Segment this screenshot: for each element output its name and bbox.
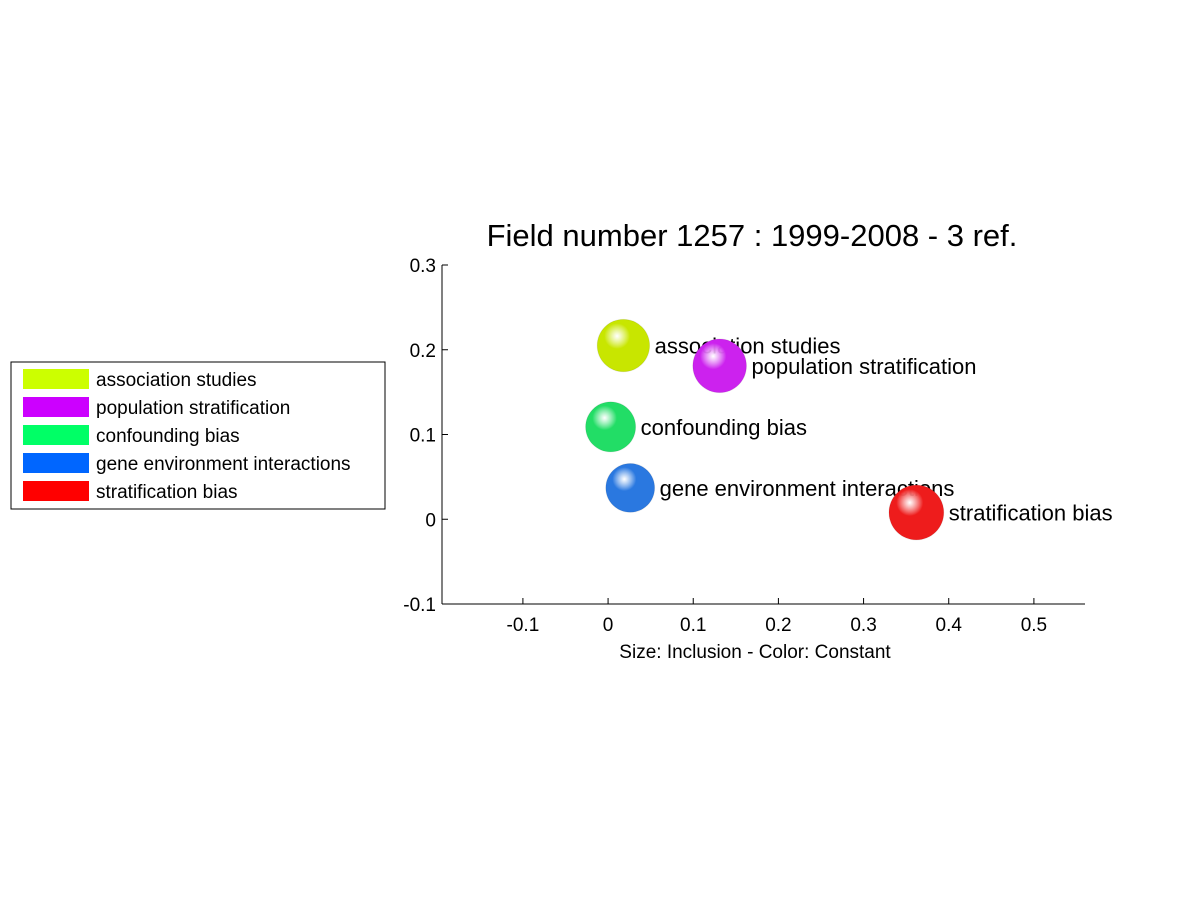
legend-swatch — [23, 397, 89, 417]
legend-item: confounding bias — [23, 425, 240, 447]
point-label: confounding bias — [641, 415, 807, 440]
bubble-marker — [597, 319, 650, 372]
data-point: population stratification — [692, 338, 976, 394]
bubble-marker — [888, 485, 944, 540]
y-tick-label: -0.1 — [403, 595, 436, 616]
y-tick-label: 0.1 — [410, 426, 436, 447]
legend-label: association studies — [96, 370, 257, 391]
y-tick-label: 0.3 — [410, 256, 436, 277]
legend: association studies population stratifica… — [10, 361, 386, 510]
x-tick-label: 0.2 — [765, 615, 791, 636]
bubble-shade — [585, 401, 637, 453]
bubble-shade — [596, 318, 651, 373]
legend-label: stratification bias — [96, 482, 238, 503]
legend-swatch — [23, 453, 89, 473]
legend-swatch — [23, 369, 89, 389]
y-tick-label: 0.2 — [410, 341, 436, 362]
x-tick-label: 0.5 — [1021, 615, 1047, 636]
legend-item: population stratification — [23, 397, 290, 419]
legend-label: population stratification — [96, 398, 290, 419]
x-tick-label: -0.1 — [507, 615, 540, 636]
bubble-marker — [585, 401, 636, 452]
x-tick-label: 0.3 — [850, 615, 876, 636]
data-point: association studies — [596, 318, 841, 373]
legend-swatch — [23, 481, 89, 501]
x-axis-label: Size: Inclusion - Color: Constant — [619, 642, 891, 663]
data-point: confounding bias — [585, 401, 807, 453]
x-tick-label: 0.1 — [680, 615, 706, 636]
legend-swatch — [23, 425, 89, 445]
legend-item: gene environment interactions — [23, 453, 351, 475]
x-tick-label: 0 — [603, 615, 614, 636]
x-tick-label: 0.4 — [936, 615, 963, 636]
data-point: stratification bias — [888, 484, 1113, 541]
legend-label: confounding bias — [96, 426, 240, 447]
legend-item: association studies — [23, 369, 257, 391]
bubble-shade — [605, 462, 656, 513]
bubble-marker — [605, 463, 655, 513]
point-label: population stratification — [751, 354, 976, 379]
point-label: association studies — [655, 334, 841, 359]
point-label: stratification bias — [949, 500, 1113, 525]
bubble-shade — [888, 484, 945, 541]
legend-label: gene environment interactions — [96, 454, 351, 475]
y-tick-label: 0 — [425, 510, 436, 531]
legend-item: stratification bias — [23, 481, 238, 503]
bubble-shade — [692, 338, 747, 394]
plot-axes: -0.1 0 0.1 0.2 0.3 0.4 0.5 -0.1 0 0.1 0.2 0.3 — [403, 256, 1085, 636]
bubble-marker — [692, 339, 747, 393]
chart-title: Field number 1257 : 1999-2008 - 3 ref. — [487, 218, 1018, 253]
